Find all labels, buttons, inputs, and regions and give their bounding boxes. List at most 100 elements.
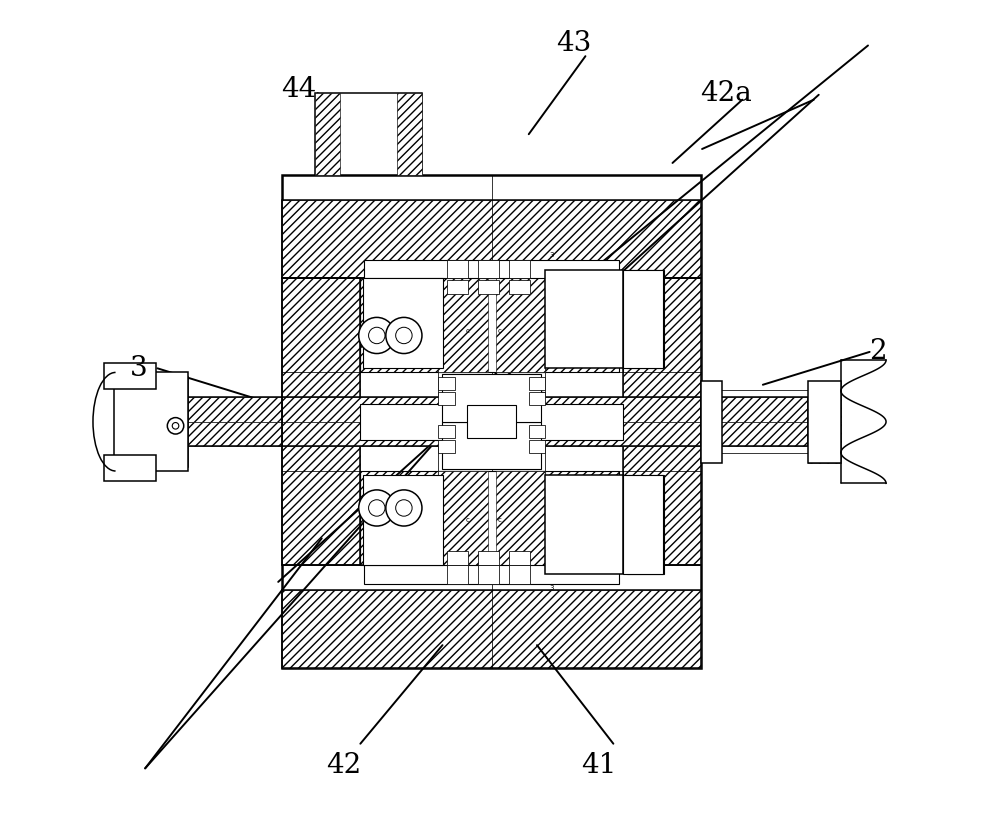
Bar — [623, 270, 663, 368]
Bar — [104, 362, 156, 389]
Text: 42a: 42a — [700, 79, 752, 107]
Circle shape — [359, 318, 395, 353]
Bar — [282, 590, 701, 668]
Bar — [282, 200, 701, 278]
Bar — [282, 175, 701, 668]
Circle shape — [386, 490, 422, 526]
Bar — [360, 404, 623, 440]
Bar — [438, 278, 545, 372]
Text: 41: 41 — [581, 752, 616, 778]
Text: 42: 42 — [326, 752, 362, 778]
Bar — [282, 397, 701, 447]
Bar — [529, 425, 545, 438]
Bar — [364, 566, 619, 584]
Bar — [701, 397, 808, 422]
Bar — [315, 93, 340, 175]
Bar — [167, 397, 282, 422]
Circle shape — [369, 500, 385, 516]
Bar — [447, 280, 468, 294]
Bar — [447, 260, 468, 278]
Bar — [360, 278, 488, 372]
Circle shape — [369, 327, 385, 344]
Bar — [360, 471, 488, 566]
Text: 3: 3 — [549, 252, 554, 258]
Text: c: c — [498, 517, 502, 523]
Bar — [282, 397, 701, 422]
Text: 43: 43 — [556, 31, 592, 57]
Bar — [442, 422, 541, 470]
Bar — [282, 200, 701, 278]
Bar — [492, 471, 619, 566]
Bar — [509, 551, 530, 566]
Bar — [808, 380, 841, 463]
Bar — [492, 278, 619, 372]
Bar — [438, 278, 488, 372]
Circle shape — [167, 418, 184, 434]
Text: 3: 3 — [130, 355, 147, 382]
Bar — [360, 278, 488, 372]
Bar — [623, 278, 701, 566]
Bar — [808, 380, 841, 422]
Text: 44: 44 — [281, 75, 316, 103]
Bar — [623, 475, 663, 574]
Bar — [438, 377, 455, 390]
Bar — [529, 377, 545, 390]
Bar — [509, 260, 530, 278]
Bar — [509, 566, 530, 584]
Bar — [701, 422, 808, 447]
Bar — [701, 397, 808, 447]
Bar — [442, 374, 541, 422]
Bar — [360, 471, 488, 566]
Circle shape — [359, 490, 395, 526]
Text: c: c — [465, 517, 469, 523]
Bar — [438, 471, 488, 566]
Text: 2: 2 — [869, 338, 887, 366]
Text: c: c — [465, 328, 469, 334]
Bar — [478, 280, 499, 294]
Bar — [167, 397, 282, 447]
Bar — [447, 566, 468, 584]
Bar — [529, 440, 545, 453]
Bar — [364, 260, 619, 278]
Bar — [282, 590, 701, 668]
Circle shape — [396, 327, 412, 344]
Bar — [447, 551, 468, 566]
Circle shape — [172, 423, 179, 429]
Bar — [315, 93, 422, 175]
Bar — [496, 471, 545, 566]
Bar — [529, 392, 545, 405]
Bar — [623, 278, 701, 566]
Bar — [114, 372, 188, 471]
Bar — [363, 278, 443, 368]
Text: c: c — [498, 328, 502, 334]
Bar — [627, 270, 664, 368]
Bar — [478, 260, 499, 278]
Bar — [509, 280, 530, 294]
Bar — [397, 93, 422, 175]
Bar — [438, 425, 455, 438]
Bar — [167, 376, 188, 467]
Bar — [467, 405, 516, 438]
Bar — [282, 278, 360, 566]
Bar — [282, 278, 360, 566]
Bar — [478, 551, 499, 566]
Bar — [438, 440, 455, 453]
Bar — [492, 471, 619, 566]
Bar — [545, 475, 623, 574]
Bar — [438, 471, 545, 566]
Bar — [167, 422, 282, 447]
Circle shape — [396, 500, 412, 516]
Circle shape — [386, 318, 422, 353]
Bar — [282, 422, 701, 447]
Bar — [478, 566, 499, 584]
Bar — [808, 422, 841, 463]
Bar — [363, 475, 443, 566]
Text: 3: 3 — [549, 586, 554, 591]
Bar — [438, 392, 455, 405]
Bar — [545, 270, 623, 368]
Bar — [701, 380, 722, 463]
Bar — [627, 475, 664, 574]
Bar — [492, 278, 619, 372]
Bar — [496, 278, 545, 372]
Bar — [104, 455, 156, 480]
